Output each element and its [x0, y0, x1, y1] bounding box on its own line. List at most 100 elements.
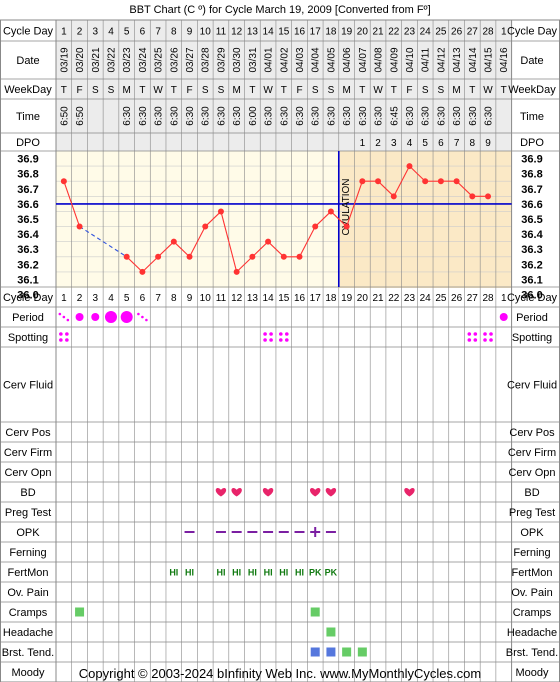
weekday-cell: W [153, 85, 163, 96]
cycle-day-cell: 7 [155, 27, 161, 38]
date-cell: 04/11 [421, 47, 432, 72]
cycle-day-cell-bottom: 22 [388, 293, 400, 304]
weekday-cell: M [342, 85, 350, 96]
temp-segment [220, 211, 238, 273]
time-cell: 6:30 [405, 106, 416, 126]
cycle-day-cell: 23 [404, 27, 416, 38]
dpo-cell: 4 [407, 138, 413, 149]
date-cell: 04/10 [405, 47, 416, 72]
temp-segment [126, 256, 143, 273]
row-label-ov-pain-left: Ov. Pain [7, 587, 48, 599]
fertmon-reading: HI [248, 568, 257, 578]
temp-scale-label: 36.1 [17, 274, 38, 286]
row-label-cerv-pos-right: Cerv Pos [509, 427, 555, 439]
fertmon-reading: HI [185, 568, 194, 578]
time-cell: 6:30 [201, 106, 212, 126]
weekday-cell: W [263, 85, 273, 96]
temp-point [123, 253, 130, 260]
date-cell: 03/24 [138, 47, 149, 72]
cycle-day-cell: 13 [247, 27, 259, 38]
temp-point [202, 223, 209, 230]
temp-segment [173, 241, 190, 258]
cycle-day-cell-bottom: 23 [404, 293, 416, 304]
temp-point [422, 178, 429, 185]
symptom-mark [326, 647, 336, 657]
row-label-headache-right: Headache [507, 627, 557, 639]
spotting-dot [141, 315, 144, 319]
temp-point [60, 178, 67, 185]
time-cell: 6:30 [154, 106, 165, 126]
temp-point [233, 268, 240, 275]
temp-scale-label: 36.2 [521, 259, 542, 271]
period-mark [75, 313, 84, 321]
symptom-mark [310, 647, 320, 657]
date-cell: 03/28 [201, 47, 212, 72]
fertmon-reading: HI [295, 568, 304, 578]
date-cell: 04/16 [499, 47, 510, 72]
temp-scale-label: 36.8 [17, 169, 38, 181]
cycle-day-cell-bottom: 21 [372, 293, 384, 304]
row-label-fertmon-right: FertMon [512, 567, 553, 579]
cycle-day-cell-bottom: 25 [435, 293, 447, 304]
temp-segment [377, 180, 395, 197]
cycle-day-cell: 4 [108, 27, 114, 38]
cycle-day-cell: 1 [61, 27, 67, 38]
time-cell: 6:30 [421, 106, 432, 126]
time-cell: 6:45 [389, 106, 400, 126]
cycle-day-cell: 19 [341, 27, 353, 38]
date-cell: 03/19 [59, 47, 70, 72]
row-label-preg-test-left: Preg Test [5, 507, 51, 519]
weekday-cell: T [469, 85, 475, 96]
time-cell: 6:30 [295, 106, 306, 126]
date-cell: 04/04 [311, 47, 322, 72]
temp-point [217, 208, 224, 215]
weekday-label-right: WeekDay [508, 84, 556, 96]
spotting-dot [263, 338, 267, 342]
fertmon-reading: HI [264, 568, 273, 578]
cycle-day-cell: 2 [77, 27, 83, 38]
spotting-dot [59, 332, 63, 336]
row-label-ferning-left: Ferning [9, 547, 46, 559]
weekday-cell: W [373, 85, 383, 96]
temp-scale-label: 36.0 [17, 290, 38, 302]
luteal-phase-shade [338, 151, 512, 288]
spotting-dot [467, 332, 472, 336]
time-cell: 6:30 [185, 106, 196, 126]
temp-segment [157, 241, 175, 258]
row-label-cerv-opn-right: Cerv Opn [508, 467, 555, 479]
cycle-day-cell-bottom: 2 [77, 293, 83, 304]
weekday-cell: M [452, 85, 460, 96]
cycle-day-cell-bottom: 13 [247, 293, 259, 304]
weekday-cell: S [422, 85, 429, 96]
period-mark [104, 311, 117, 323]
date-cell: 04/15 [484, 47, 495, 72]
spotting-dot [269, 338, 273, 342]
temp-point [327, 208, 334, 215]
dpo-label-left: DPO [16, 137, 40, 149]
period-mark [499, 313, 508, 321]
weekday-cell: F [406, 85, 412, 96]
temp-scale-label: 36.5 [521, 214, 542, 226]
weekday-cell: S [438, 85, 445, 96]
temp-point [170, 238, 177, 245]
cycle-day-cell: 24 [420, 27, 432, 38]
weekday-cell: T [61, 85, 67, 96]
cycle-day-cell: 8 [171, 27, 177, 38]
cycle-day-cell-bottom: 11 [216, 293, 227, 304]
cycle-day-label-left: Cycle Day [3, 26, 54, 38]
temp-segment [63, 181, 81, 227]
cycle-day-cell-bottom: 27 [467, 293, 479, 304]
row-label-opk-left: OPK [16, 527, 40, 539]
symptom-mark [75, 607, 85, 617]
date-cell: 03/30 [232, 47, 243, 72]
row-label-cerv-firm-right: Cerv Firm [508, 447, 556, 459]
cycle-day-cell: 14 [263, 27, 275, 38]
row-label-cramps-right: Cramps [513, 607, 552, 619]
cycle-day-cell: 9 [187, 27, 193, 38]
row-label-headache-left: Headache [3, 627, 53, 639]
cycle-day-label-right: Cycle Day [507, 26, 558, 38]
temp-scale-label: 36.6 [17, 199, 38, 211]
temp-scale-label: 36.1 [521, 274, 542, 286]
temp-point [76, 223, 83, 230]
row-label-brst-tend-right: Brst. Tend. [506, 647, 558, 659]
